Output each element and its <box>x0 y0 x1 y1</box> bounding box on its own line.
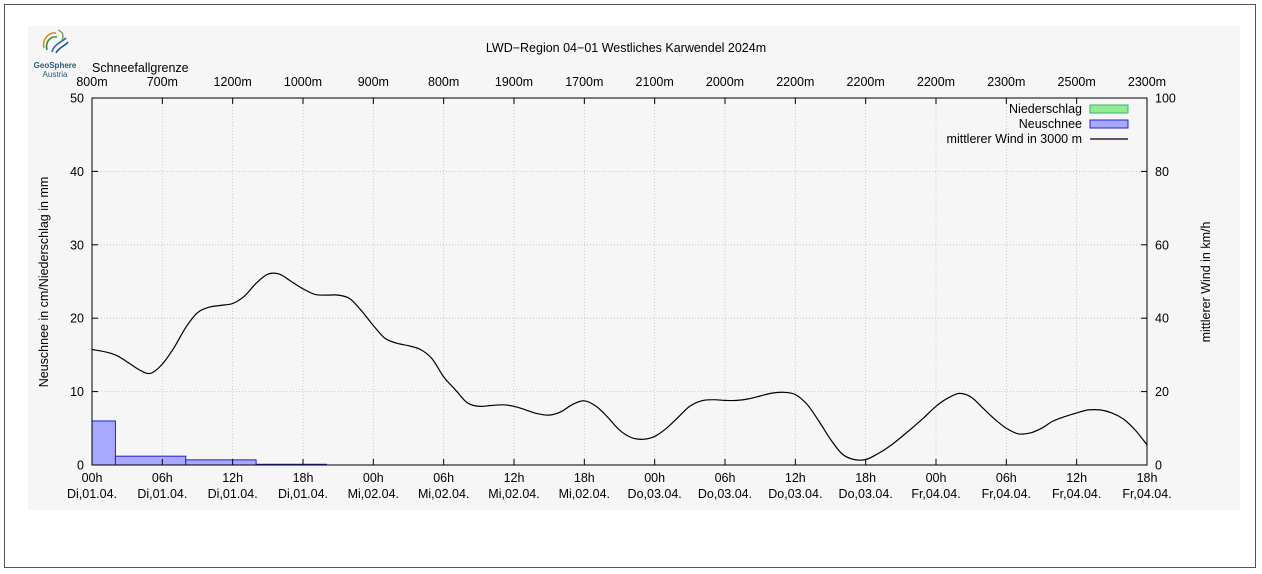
chart-title: LWD−Region 04−01 Westliches Karwendel 20… <box>486 41 766 55</box>
snowline-value: 2200m <box>776 75 814 89</box>
snowline-value: 1000m <box>284 75 322 89</box>
y-left-tick-label: 20 <box>70 312 84 326</box>
snowline-value: 2300m <box>1128 75 1166 89</box>
snowline-value: 2500m <box>1058 75 1096 89</box>
plot-area <box>92 98 1147 465</box>
y-left-tick-label: 30 <box>70 238 84 252</box>
x-tick-date: Mi,02.04. <box>348 487 399 501</box>
neuschnee-bar <box>185 459 257 466</box>
snowline-value: 800m <box>428 75 459 89</box>
x-tick-hour: 00h <box>644 471 665 485</box>
x-tick-date: Mi,02.04. <box>418 487 469 501</box>
grid <box>92 98 1148 465</box>
geosphere-logo: GeoSphere Austria <box>30 26 80 79</box>
x-tick-date: Di,01.04. <box>208 487 258 501</box>
x-tick-hour: 00h <box>363 471 384 485</box>
geosphere-swirl-icon <box>42 29 69 54</box>
x-tick-hour: 12h <box>504 471 525 485</box>
x-tick-date: Fr,04.04. <box>982 487 1031 501</box>
x-tick-date: Do,03.04. <box>628 487 682 501</box>
snowline-value: 800m <box>76 75 107 89</box>
snowline-value: 1200m <box>214 75 252 89</box>
snowline-value: 2000m <box>706 75 744 89</box>
x-tick-date: Do,03.04. <box>839 487 893 501</box>
legend-neuschnee-swatch <box>1089 119 1129 129</box>
x-tick-hour: 18h <box>293 471 314 485</box>
neuschnee-bar <box>114 455 187 466</box>
x-tick-date: Fr,04.04. <box>1052 487 1101 501</box>
x-tick-hour: 18h <box>1137 471 1158 485</box>
logo-subtitle: Austria <box>42 70 68 79</box>
legend-neuschnee-label: Neuschnee <box>1019 117 1082 131</box>
x-tick-date: Di,01.04. <box>278 487 328 501</box>
snowline-value: 1900m <box>495 75 533 89</box>
legend: Niederschlag Neuschnee mittlerer Wind in… <box>947 102 1129 146</box>
legend-niederschlag-label: Niederschlag <box>1009 102 1082 116</box>
snowline-label: Schneefallgrenze <box>92 61 189 75</box>
logo-name: GeoSphere <box>33 61 77 70</box>
x-tick-hour: 06h <box>152 471 173 485</box>
y-right-tick-label: 100 <box>1155 92 1176 106</box>
x-tick-hour: 00h <box>82 471 103 485</box>
x-tick-hour: 06h <box>433 471 454 485</box>
y-right-tick-label: 0 <box>1155 459 1162 473</box>
x-tick-hour: 18h <box>574 471 595 485</box>
axes: 0 10 20 30 40 50 0 20 40 60 80 100 00h Di,01.04. 06h Di… <box>67 75 1176 501</box>
snowline-value: 2300m <box>987 75 1025 89</box>
snowline-value: 1700m <box>565 75 603 89</box>
snowline-value: 700m <box>147 75 178 89</box>
x-tick-date: Do,03.04. <box>768 487 822 501</box>
snowline-value: 2200m <box>847 75 885 89</box>
x-tick-date: Mi,02.04. <box>559 487 610 501</box>
wind-line <box>91 272 1148 461</box>
x-tick-hour: 12h <box>1066 471 1087 485</box>
x-tick-hour: 06h <box>996 471 1017 485</box>
y-left-tick-label: 0 <box>77 459 84 473</box>
snowline-value: 2100m <box>636 75 674 89</box>
plot-border <box>91 97 1148 466</box>
neuschnee-bar <box>91 420 116 466</box>
x-tick-date: Do,03.04. <box>698 487 752 501</box>
x-tick-date: Fr,04.04. <box>911 487 960 501</box>
y-right-tick-label: 80 <box>1155 165 1169 179</box>
x-tick-date: Di,01.04. <box>67 487 117 501</box>
x-tick-hour: 12h <box>222 471 243 485</box>
y-right-label: mittlerer Wind in km/h <box>1199 222 1213 343</box>
snowline-value: 900m <box>358 75 389 89</box>
x-tick-date: Fr,04.04. <box>1122 487 1171 501</box>
y-right-tick-label: 60 <box>1155 238 1169 252</box>
x-tick-date: Mi,02.04. <box>488 487 539 501</box>
snowline-value: 2200m <box>917 75 955 89</box>
x-tick-hour: 06h <box>715 471 736 485</box>
x-tick-date: Di,01.04. <box>137 487 187 501</box>
x-tick-hour: 18h <box>855 471 876 485</box>
x-tick-hour: 00h <box>926 471 947 485</box>
x-tick-hour: 12h <box>785 471 806 485</box>
y-left-tick-label: 50 <box>70 92 84 106</box>
y-left-label: Neuschnee in cm/Niederschlag in mm <box>37 177 51 388</box>
legend-niederschlag-swatch <box>1089 104 1129 114</box>
y-right-tick-label: 20 <box>1155 385 1169 399</box>
y-left-tick-label: 40 <box>70 165 84 179</box>
y-right-tick-label: 40 <box>1155 312 1169 326</box>
y-left-tick-label: 10 <box>70 385 84 399</box>
legend-wind-label: mittlerer Wind in 3000 m <box>947 132 1082 146</box>
